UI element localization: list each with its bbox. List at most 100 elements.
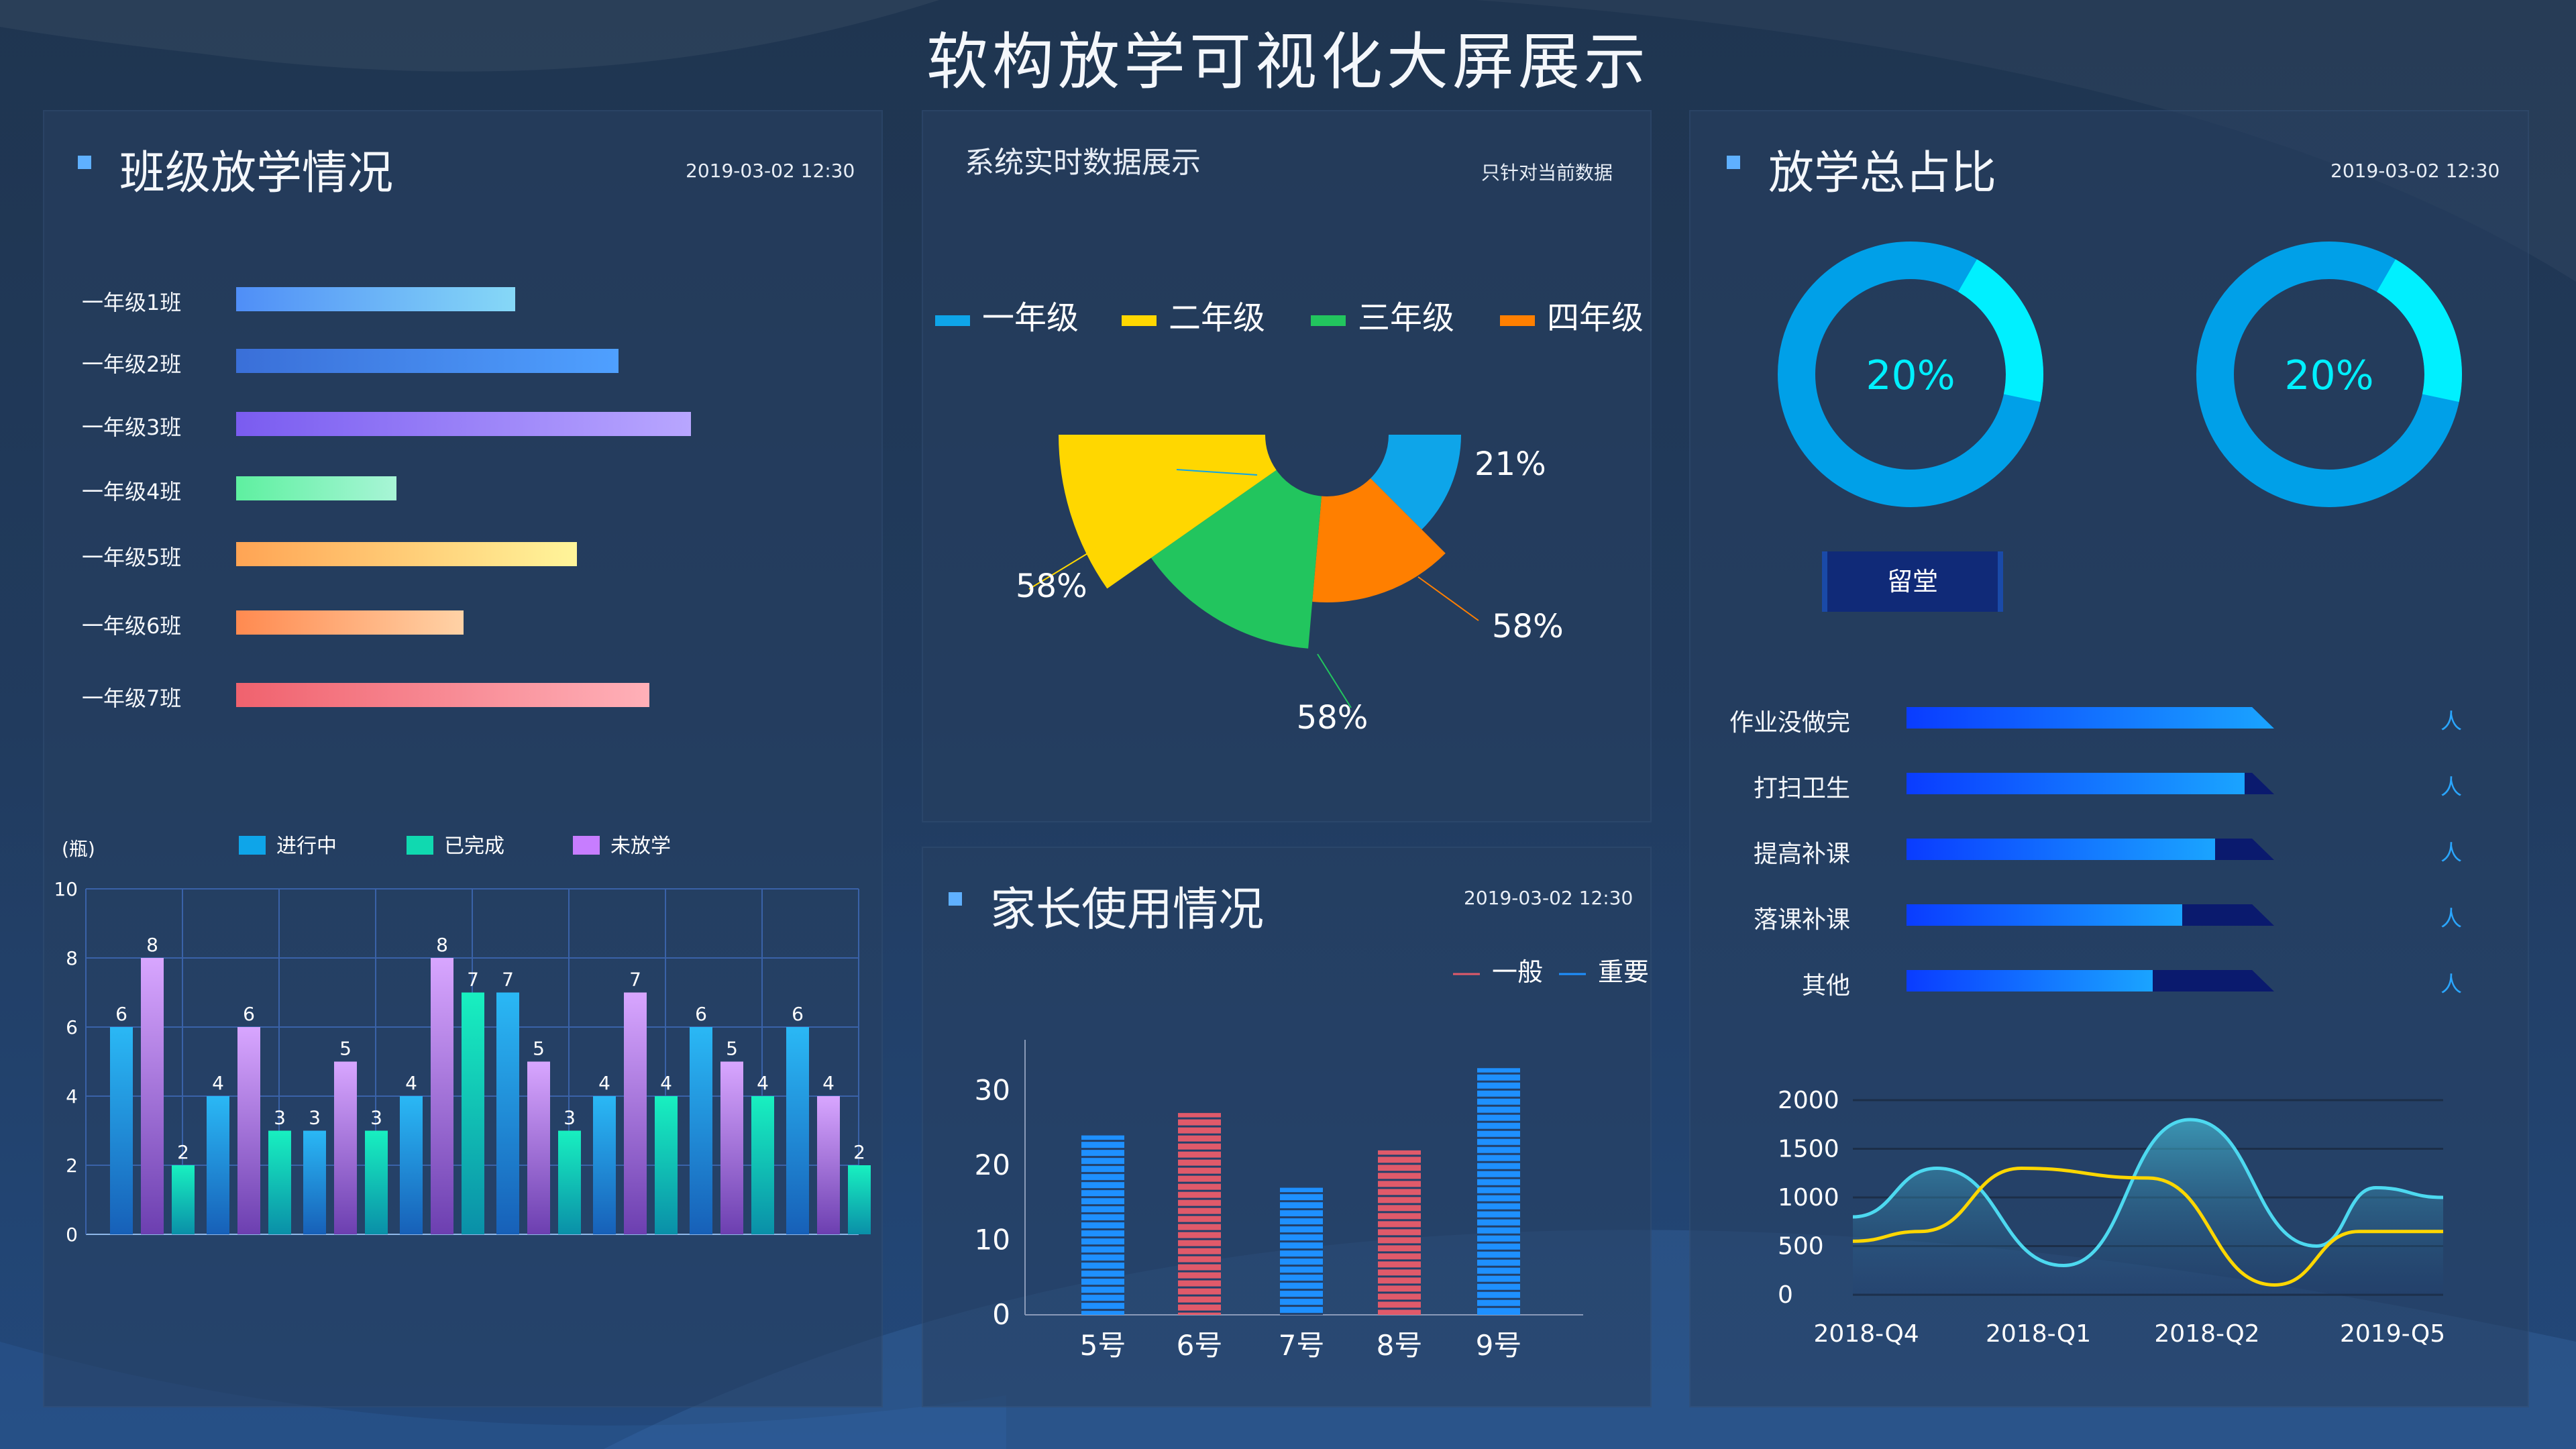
reason-bar-track [1907,904,2274,926]
legend-label: 进行中 [276,835,337,858]
reason-bar-track [1907,970,2274,991]
reason-label: 打扫卫生 [1753,775,1850,802]
bar-value-label: 3 [564,1107,576,1129]
usage-bar [1477,1068,1520,1315]
parent-usage-timestamp: 2019-03-02 12:30 [1464,887,1633,909]
bar-value-label: 2 [853,1141,865,1163]
usage-bar [1178,1113,1221,1315]
status-bar [207,1096,229,1234]
class-label: 一年级4班 [82,479,182,504]
reason-label: 落课补课 [1753,906,1850,934]
bar-value-label: 5 [726,1038,738,1060]
y-tick-label: 2000 [1778,1087,1839,1114]
bar-value-label: 4 [822,1072,835,1094]
status-bar [848,1165,871,1234]
class-label: 一年级2班 [82,352,182,377]
y-tick-label: 1000 [1778,1184,1839,1212]
usage-bar [1280,1187,1323,1315]
status-bar [141,958,164,1234]
parent-usage-chart: 一般 重要 0 10 20 30 5号 6号 7号 8号 9号 [975,957,1649,1362]
x-tick-label: 2018-Q2 [2154,1320,2259,1348]
bar-value-label: 3 [309,1107,321,1129]
status-bar [496,992,519,1234]
y-tick-label: 10 [975,1224,1010,1256]
class-label: 一年级1班 [82,290,182,315]
class-bar [236,349,619,373]
x-tick-label: 8号 [1377,1329,1423,1362]
status-bar [751,1096,774,1234]
status-bar [110,1027,133,1234]
legend-label: 三年级 [1358,299,1454,337]
page-title: 软构放学可视化大屏展示 [926,26,1650,98]
class-panel-title: 班级放学情况 [119,147,394,200]
status-bar [720,1061,743,1234]
status-bar [655,1096,678,1234]
bar-value-label: 4 [757,1072,769,1094]
y-tick-label: 30 [975,1074,1010,1107]
legend-label: 未放学 [610,835,671,858]
realtime-panel-note: 只针对当前数据 [1481,162,1613,184]
y-tick-label: 0 [992,1298,1010,1331]
legend-swatch [573,836,600,855]
grade-rose-chart: 一年级 二年级 三年级 四年级 21% 58% 58% 58% [935,299,1644,737]
class-bar [236,683,649,707]
status-bar [527,1061,550,1234]
label-leader [1317,653,1352,708]
status-bar [624,992,647,1234]
bar-value-label: 3 [370,1107,382,1129]
x-tick-label: 2019-Q5 [2340,1320,2445,1348]
stay-button[interactable]: 留堂 [1822,551,2003,612]
reason-bar-fill [1907,970,2153,991]
ratio-panel-title: 放学总占比 [1768,147,1997,200]
x-tick-label: 6号 [1177,1329,1223,1362]
legend-label: 四年级 [1547,299,1644,337]
slice-label: 58% [1297,699,1368,737]
status-bar [593,1096,616,1234]
status-bar [400,1096,423,1234]
y-unit-label: (瓶) [62,838,95,860]
legend-swatch [1311,315,1346,326]
legend-label: 一般 [1492,957,1543,987]
bar-value-label: 8 [146,934,158,956]
title-marker-icon [949,892,962,906]
class-bar [236,476,396,500]
reason-bar-fill [1907,707,2274,729]
class-bar [236,287,515,311]
legend-swatch [407,836,433,855]
y-tick-label: 0 [1778,1281,1793,1309]
bar-value-label: 5 [339,1038,352,1060]
status-bar [786,1027,809,1234]
title-marker-icon [1727,156,1740,169]
reason-unit: 人 [2440,708,2463,734]
legend-label: 已完成 [444,835,504,858]
ratio-panel-timestamp: 2019-03-02 12:30 [2330,160,2500,182]
status-bar [817,1096,840,1234]
donut-segment [1957,259,2043,402]
reason-bar-fill [1907,904,2182,926]
reason-unit: 人 [2440,971,2463,997]
realtime-panel-title: 系统实时数据展示 [965,146,1201,180]
x-tick-label: 9号 [1476,1329,1522,1362]
rose-slice [1312,478,1446,602]
y-tick-label: 0 [66,1224,78,1246]
reason-bar-track [1907,773,2274,794]
bar-value-label: 6 [115,1003,127,1025]
reason-unit: 人 [2440,774,2463,800]
status-bar [303,1130,326,1234]
donut-charts: 20% 20% [1778,241,2462,507]
status-bar [558,1130,581,1234]
x-tick-label: 7号 [1279,1329,1325,1362]
bar-value-label: 4 [598,1072,610,1094]
x-tick-label: 2018-Q4 [1814,1320,1919,1348]
slice-label: 58% [1016,568,1087,605]
bar-value-label: 7 [502,969,514,991]
bar-value-label: 4 [212,1072,224,1094]
donut-value-label: 20% [1866,352,1955,399]
reason-label: 作业没做完 [1729,709,1850,737]
label-leader [1028,547,1098,590]
status-bar [237,1027,260,1234]
status-bar [268,1130,291,1234]
bar-value-label: 8 [436,934,448,956]
label-leader [1417,576,1479,621]
usage-bar [1378,1150,1421,1315]
